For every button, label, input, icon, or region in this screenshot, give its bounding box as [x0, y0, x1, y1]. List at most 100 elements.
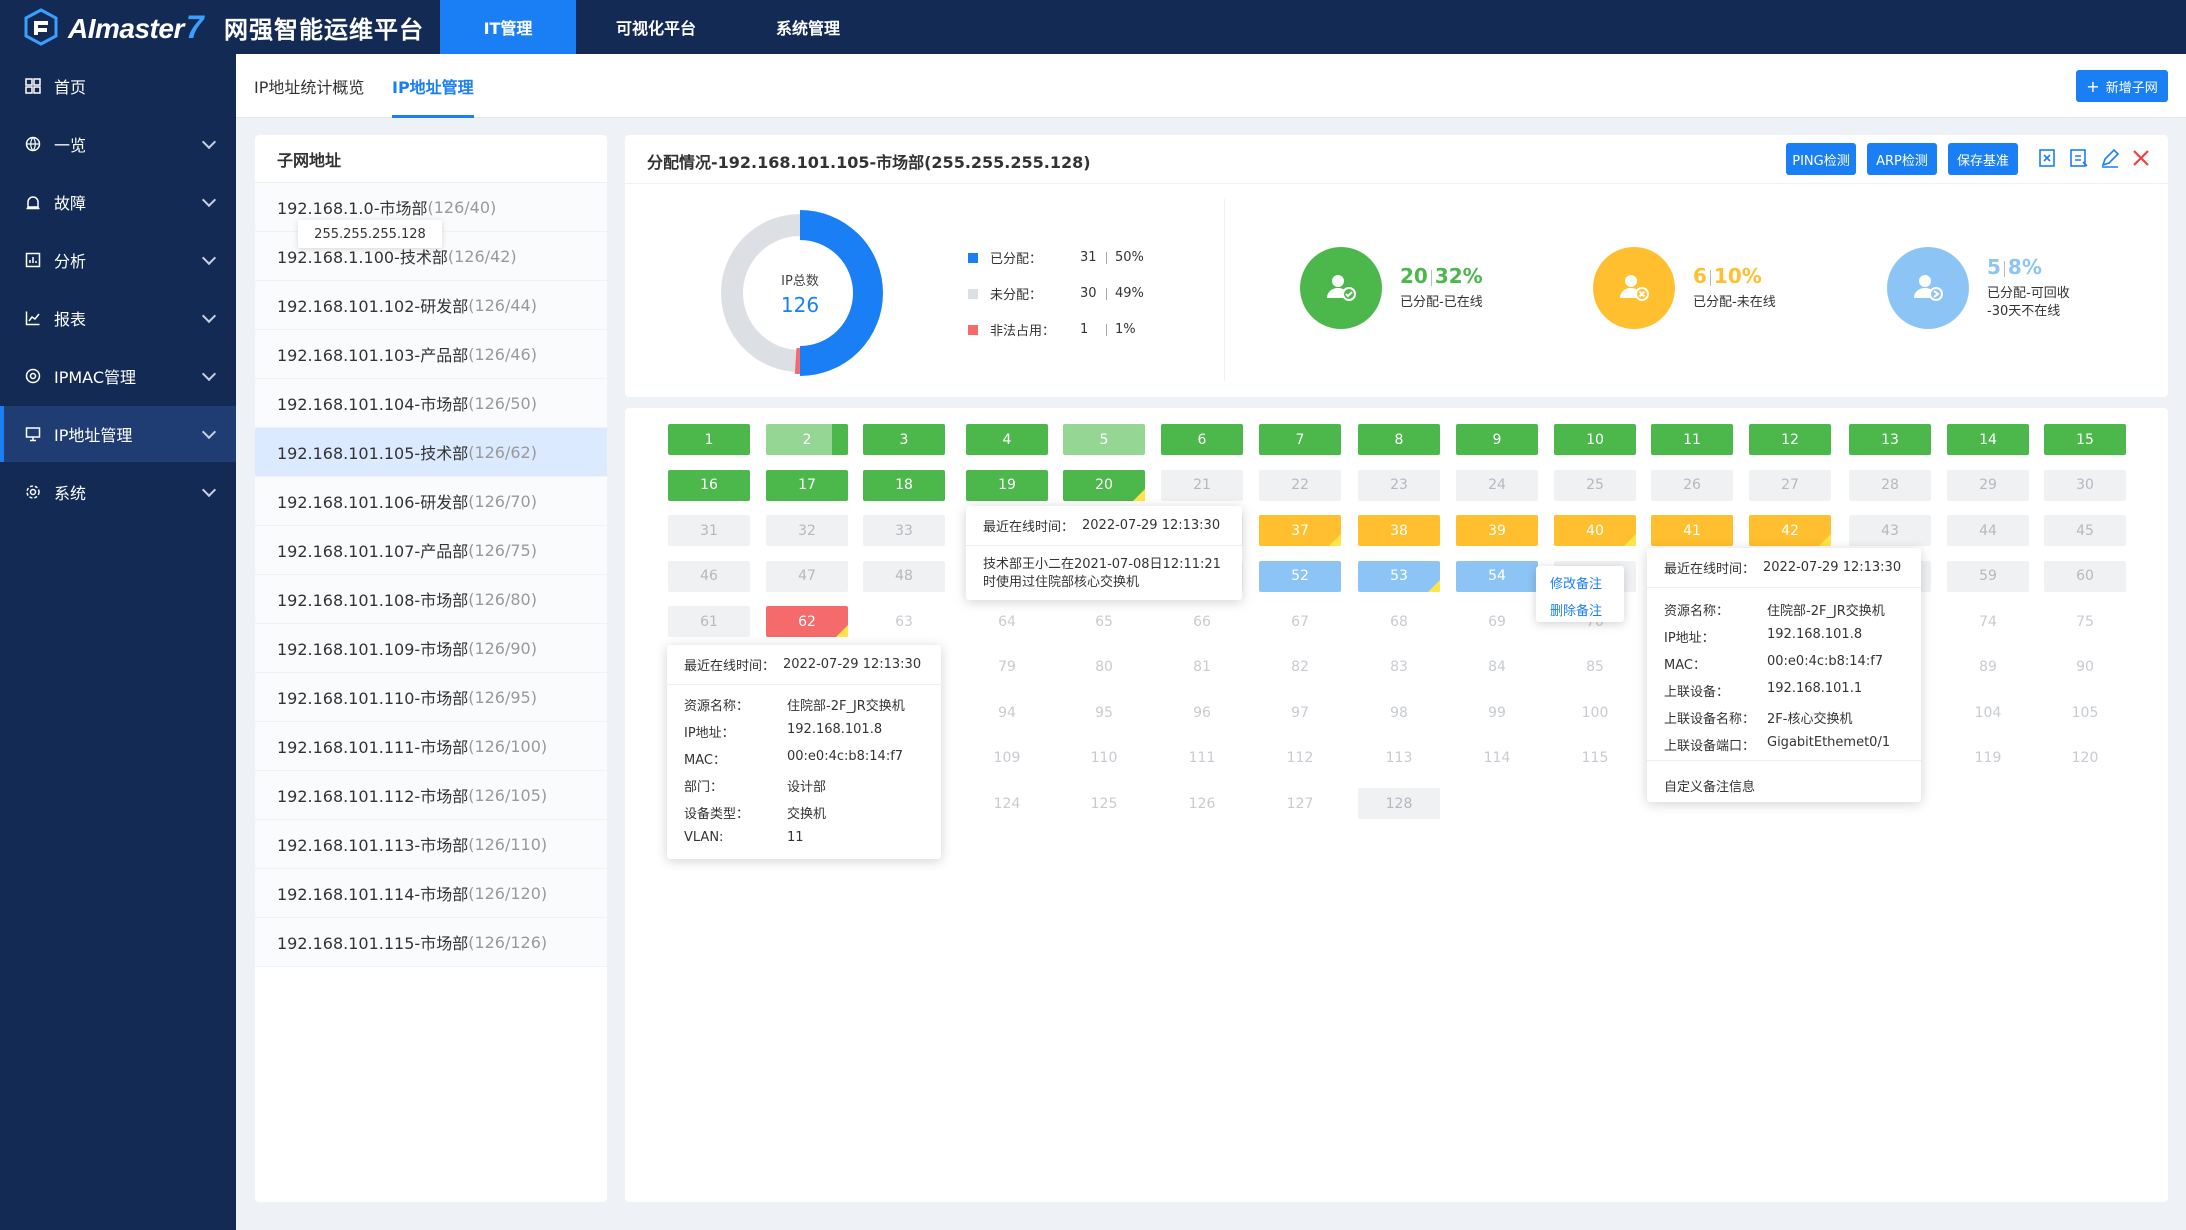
ip-cell[interactable]: 115: [1554, 742, 1636, 774]
ip-cell[interactable]: 5: [1063, 424, 1145, 455]
ip-cell[interactable]: 110: [1063, 742, 1145, 774]
ip-cell[interactable]: 18: [863, 469, 945, 501]
add-subnet-button[interactable]: + 新增子网: [2076, 70, 2168, 102]
custom-note-label[interactable]: 自定义备注信息: [1664, 780, 1756, 795]
ip-cell[interactable]: 66: [1161, 606, 1243, 637]
ip-cell[interactable]: 27: [1749, 469, 1831, 501]
ip-cell[interactable]: 23: [1358, 469, 1440, 501]
ip-cell[interactable]: 47: [766, 560, 848, 592]
arp-check-button[interactable]: ARP检测: [1867, 143, 1937, 175]
ip-cell[interactable]: 128: [1358, 788, 1440, 819]
ip-cell[interactable]: 43: [1849, 515, 1931, 546]
sidebar-item-overview[interactable]: 一览: [0, 116, 236, 172]
subnet-row[interactable]: 192.168.1.100-技术部 (126/42): [255, 232, 607, 281]
ip-cell[interactable]: 95: [1063, 697, 1145, 728]
ip-cell[interactable]: 2: [766, 424, 848, 455]
topnav-visualization[interactable]: 可视化平台: [616, 19, 697, 38]
subnet-row[interactable]: 192.168.101.104-市场部 (126/50): [255, 379, 607, 428]
ip-cell[interactable]: 11: [1651, 424, 1733, 455]
subnet-row[interactable]: 192.168.101.112-市场部 (126/105): [255, 771, 607, 820]
ip-cell[interactable]: 75: [2044, 606, 2126, 637]
ip-cell[interactable]: 9: [1456, 424, 1538, 455]
ip-cell[interactable]: 14: [1947, 424, 2029, 455]
ip-cell[interactable]: 37: [1259, 515, 1341, 546]
ip-cell[interactable]: 41: [1651, 515, 1733, 546]
ip-cell[interactable]: 68: [1358, 606, 1440, 637]
ip-cell[interactable]: 124: [966, 788, 1048, 819]
save-baseline-button[interactable]: 保存基准: [1948, 143, 2018, 175]
ip-cell[interactable]: 74: [1947, 606, 2029, 637]
sidebar-item-analysis[interactable]: 分析: [0, 232, 236, 288]
ip-cell[interactable]: 24: [1456, 469, 1538, 501]
ip-cell[interactable]: 99: [1456, 697, 1538, 728]
export-icon[interactable]: [2037, 147, 2059, 169]
ip-cell[interactable]: 69: [1456, 606, 1538, 637]
subnet-row[interactable]: 192.168.101.115-市场部 (126/126): [255, 918, 607, 967]
ip-cell[interactable]: 12: [1749, 424, 1831, 455]
delete-note-item[interactable]: 删除备注: [1550, 604, 1603, 619]
ip-cell[interactable]: 6: [1161, 424, 1243, 455]
ip-cell[interactable]: 83: [1358, 651, 1440, 683]
edit-note-item[interactable]: 修改备注: [1550, 577, 1603, 592]
ip-cell[interactable]: 3: [863, 424, 945, 455]
ip-cell[interactable]: 32: [766, 515, 848, 546]
ip-cell[interactable]: 52: [1259, 560, 1341, 592]
sidebar-item-ipmac[interactable]: IPMAC管理: [0, 348, 236, 404]
ip-cell[interactable]: 7: [1259, 424, 1341, 455]
ip-cell[interactable]: 109: [966, 742, 1048, 774]
ip-cell[interactable]: 125: [1063, 788, 1145, 819]
ip-cell[interactable]: 10: [1554, 424, 1636, 455]
topnav-it-management[interactable]: IT管理: [440, 0, 576, 54]
ip-cell[interactable]: 120: [2044, 742, 2126, 774]
ip-cell[interactable]: 119: [1947, 742, 2029, 774]
ip-cell[interactable]: 105: [2044, 697, 2126, 728]
ip-cell[interactable]: 61: [668, 606, 750, 637]
ip-cell[interactable]: 17: [766, 469, 848, 501]
ip-cell[interactable]: 16: [668, 469, 750, 501]
ip-cell[interactable]: 45: [2044, 515, 2126, 546]
ip-cell[interactable]: 90: [2044, 651, 2126, 683]
ip-cell[interactable]: 126: [1161, 788, 1243, 819]
ip-cell[interactable]: 40: [1554, 515, 1636, 546]
ping-check-button[interactable]: PING检测: [1786, 143, 1856, 175]
ip-cell[interactable]: 30: [2044, 469, 2126, 501]
topnav-system-management[interactable]: 系统管理: [776, 19, 841, 38]
subnet-row[interactable]: 192.168.101.106-研发部 (126/70): [255, 477, 607, 526]
ip-cell[interactable]: 111: [1161, 742, 1243, 774]
ip-cell[interactable]: 85: [1554, 651, 1636, 683]
ip-cell[interactable]: 20: [1063, 469, 1145, 501]
ip-cell[interactable]: 28: [1849, 469, 1931, 501]
ip-cell[interactable]: 46: [668, 560, 750, 592]
ip-cell[interactable]: 19: [966, 469, 1048, 501]
ip-cell[interactable]: 113: [1358, 742, 1440, 774]
ip-cell[interactable]: 53: [1358, 560, 1440, 592]
subnet-row[interactable]: 192.168.101.102-研发部 (126/44): [255, 281, 607, 330]
sidebar-item-home[interactable]: 首页: [0, 58, 236, 114]
edit-icon[interactable]: [2099, 147, 2121, 169]
subnet-row[interactable]: 192.168.101.111-市场部 (126/100): [255, 722, 607, 771]
ip-cell[interactable]: 21: [1161, 469, 1243, 501]
subnet-row[interactable]: 192.168.101.107-产品部 (126/75): [255, 526, 607, 575]
subnet-row[interactable]: 192.168.101.113-市场部 (126/110): [255, 820, 607, 869]
subnet-row[interactable]: 192.168.101.105-技术部 (126/62): [255, 428, 607, 477]
ip-cell[interactable]: 59: [1947, 560, 2029, 592]
ip-cell[interactable]: 89: [1947, 651, 2029, 683]
ip-cell[interactable]: 62: [766, 606, 848, 637]
ip-cell[interactable]: 104: [1947, 697, 2029, 728]
ip-cell[interactable]: 1: [668, 424, 750, 455]
subnet-row[interactable]: 192.168.101.103-产品部 (126/46): [255, 330, 607, 379]
ip-cell[interactable]: 13: [1849, 424, 1931, 455]
ip-cell[interactable]: 38: [1358, 515, 1440, 546]
ip-cell[interactable]: 94: [966, 697, 1048, 728]
ip-cell[interactable]: 65: [1063, 606, 1145, 637]
ip-cell[interactable]: 79: [966, 651, 1048, 683]
ip-cell[interactable]: 84: [1456, 651, 1538, 683]
ip-cell[interactable]: 33: [863, 515, 945, 546]
close-icon[interactable]: [2130, 147, 2152, 169]
ip-cell[interactable]: 26: [1651, 469, 1733, 501]
sidebar-item-report[interactable]: 报表: [0, 290, 236, 346]
subnet-row[interactable]: 192.168.101.108-市场部 (126/80): [255, 575, 607, 624]
sidebar-item-ip-management[interactable]: IP地址管理: [0, 406, 236, 462]
ip-cell[interactable]: 64: [966, 606, 1048, 637]
tab-ip-management[interactable]: IP地址管理: [392, 54, 474, 118]
